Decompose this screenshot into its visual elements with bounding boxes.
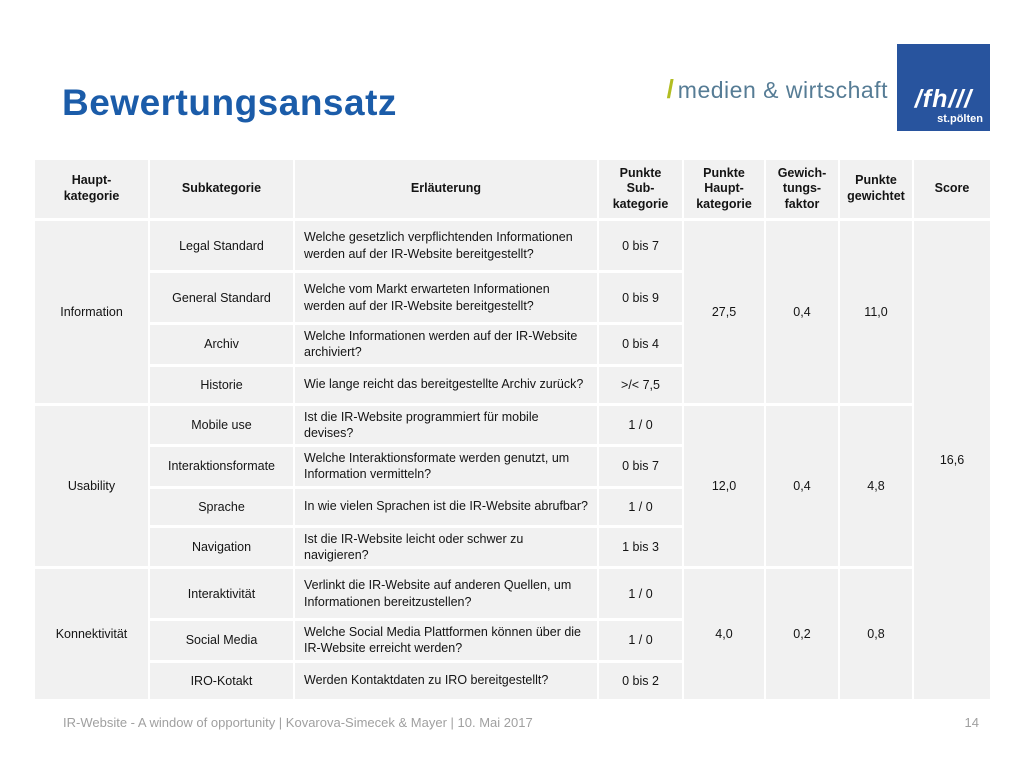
points-sub-cell: 1 / 0: [599, 488, 682, 525]
description-cell: Werden Kontaktdaten zu IRO bereitgestell…: [295, 662, 597, 699]
description-cell: In wie vielen Sprachen ist die IR-Websit…: [295, 488, 597, 525]
points-sub-cell: 1 bis 3: [599, 527, 682, 566]
evaluation-table-wrapper: Haupt- kategorie Subkategorie Erläuterun…: [33, 157, 992, 702]
description-cell: Ist die IR-Website programmiert für mobi…: [295, 405, 597, 444]
subcategory-cell: Sprache: [150, 488, 293, 525]
points-weighted-cell: 0,8: [840, 569, 912, 699]
header-subkategorie: Subkategorie: [150, 160, 293, 218]
description-cell: Welche Social Media Plattformen können ü…: [295, 621, 597, 660]
points-sub-cell: 0 bis 9: [599, 273, 682, 322]
header-punkte-subkategorie: Punkte Sub- kategorie: [599, 160, 682, 218]
fh-logo-city: st.pölten: [937, 113, 983, 125]
header-punkte-gewichtet: Punkte gewichtet: [840, 160, 912, 218]
subcategory-cell: IRO-Kotakt: [150, 662, 293, 699]
main-category-cell: Konnektivität: [35, 569, 148, 699]
subcategory-cell: Mobile use: [150, 405, 293, 444]
header-erlaeuterung: Erläuterung: [295, 160, 597, 218]
points-sub-cell: 0 bis 7: [599, 447, 682, 486]
table-row: Historie Wie lange reicht das bereitgest…: [35, 366, 990, 403]
subcategory-cell: Interaktionsformate: [150, 447, 293, 486]
points-sub-cell: 1 / 0: [599, 569, 682, 618]
header-hauptkategorie: Haupt- kategorie: [35, 160, 148, 218]
points-sub-cell: 1 / 0: [599, 621, 682, 660]
subcategory-cell: Legal Standard: [150, 221, 293, 270]
points-main-cell: 27,5: [684, 221, 764, 403]
subcategory-cell: Historie: [150, 366, 293, 403]
header-punkte-hauptkategorie: Punkte Haupt- kategorie: [684, 160, 764, 218]
weight-factor-cell: 0,2: [766, 569, 838, 699]
table-row: Archiv Welche Informationen werden auf d…: [35, 325, 990, 364]
table-row: Navigation Ist die IR-Website leicht ode…: [35, 527, 990, 566]
points-sub-cell: 0 bis 4: [599, 325, 682, 364]
points-sub-cell: 0 bis 7: [599, 221, 682, 270]
description-cell: Welche gesetzlich verpflichtenden Inform…: [295, 221, 597, 270]
points-weighted-cell: 4,8: [840, 405, 912, 566]
slash-icon: /: [666, 74, 674, 104]
table-row: IRO-Kotakt Werden Kontaktdaten zu IRO be…: [35, 662, 990, 699]
points-main-cell: 4,0: [684, 569, 764, 699]
header-row: Haupt- kategorie Subkategorie Erläuterun…: [35, 160, 990, 218]
subcategory-cell: General Standard: [150, 273, 293, 322]
points-main-cell: 12,0: [684, 405, 764, 566]
subcategory-cell: Archiv: [150, 325, 293, 364]
header-score: Score: [914, 160, 990, 218]
weight-factor-cell: 0,4: [766, 221, 838, 403]
weight-factor-cell: 0,4: [766, 405, 838, 566]
subcategory-cell: Interaktivität: [150, 569, 293, 618]
table-row: Interaktionsformate Welche Interaktionsf…: [35, 447, 990, 486]
subcategory-cell: Navigation: [150, 527, 293, 566]
main-category-cell: Usability: [35, 405, 148, 566]
department-wordmark: / medien & wirtschaft: [667, 74, 888, 131]
page-title: Bewertungsansatz: [62, 82, 397, 123]
points-sub-cell: 1 / 0: [599, 405, 682, 444]
table-row: General Standard Welche vom Markt erwart…: [35, 273, 990, 322]
brand-block: / medien & wirtschaft /fh/// st.pölten: [667, 44, 990, 131]
table-row: Sprache In wie vielen Sprachen ist die I…: [35, 488, 990, 525]
points-sub-cell: >/< 7,5: [599, 366, 682, 403]
subcategory-cell: Social Media: [150, 621, 293, 660]
fh-stpoelten-logo: /fh/// st.pölten: [897, 44, 990, 131]
score-cell: 16,6: [914, 221, 990, 699]
description-cell: Welche Informationen werden auf der IR-W…: [295, 325, 597, 364]
department-name: medien & wirtschaft: [677, 77, 888, 103]
page-number: 14: [964, 715, 979, 730]
points-weighted-cell: 11,0: [840, 221, 912, 403]
points-sub-cell: 0 bis 2: [599, 662, 682, 699]
fh-logo-text: /fh///: [914, 85, 973, 113]
evaluation-table: Haupt- kategorie Subkategorie Erläuterun…: [33, 157, 992, 702]
description-cell: Verlinkt die IR-Website auf anderen Quel…: [295, 569, 597, 618]
description-cell: Welche Interaktionsformate werden genutz…: [295, 447, 597, 486]
table-row: Usability Mobile use Ist die IR-Website …: [35, 405, 990, 566]
header-gewichtungsfaktor: Gewich- tungs- faktor: [766, 160, 838, 218]
description-cell: Welche vom Markt erwarteten Informatione…: [295, 273, 597, 322]
footer-text: IR-Website - A window of opportunity | K…: [63, 715, 533, 730]
description-cell: Ist die IR-Website leicht oder schwer zu…: [295, 527, 597, 566]
main-category-cell: Information: [35, 221, 148, 403]
table-row: Information Legal Standard Welche gesetz…: [35, 221, 990, 699]
table-row: Konnektivität Interaktivität Verlinkt di…: [35, 569, 990, 699]
description-cell: Wie lange reicht das bereitgestellte Arc…: [295, 366, 597, 403]
table-row: Social Media Welche Social Media Plattfo…: [35, 621, 990, 660]
